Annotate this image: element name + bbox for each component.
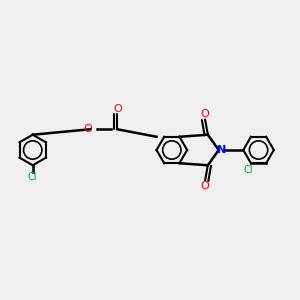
Text: O: O [113, 103, 122, 113]
Text: Cl: Cl [28, 172, 38, 182]
Text: O: O [201, 109, 209, 119]
Text: N: N [217, 145, 226, 155]
Text: Cl: Cl [243, 165, 253, 175]
Text: O: O [83, 124, 92, 134]
Text: O: O [201, 181, 209, 191]
